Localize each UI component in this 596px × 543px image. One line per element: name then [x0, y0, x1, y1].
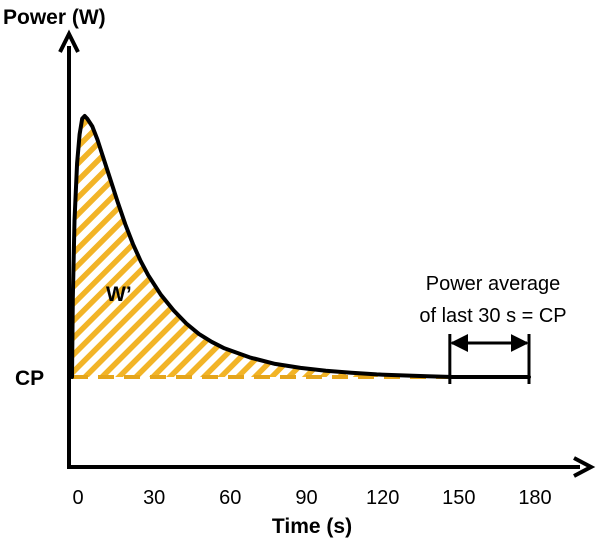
annotation-line-2: of last 30 s = CP — [419, 305, 566, 327]
x-tick-label-30: 30 — [143, 487, 165, 509]
x-tick-label-180: 180 — [518, 487, 551, 509]
cp-axis-label: CP — [15, 367, 44, 390]
x-tick-label-90: 90 — [295, 487, 317, 509]
x-axis-label: Time (s) — [272, 515, 352, 538]
x-tick-label-120: 120 — [366, 487, 399, 509]
y-axis-label: Power (W) — [3, 6, 106, 29]
power-curve — [70, 114, 531, 379]
x-axis-arrowhead — [573, 456, 596, 478]
x-tick-label-0: 0 — [72, 487, 83, 509]
w-prime-area — [72, 116, 529, 377]
x-tick-label-60: 60 — [219, 487, 241, 509]
x-tick-label-150: 150 — [442, 487, 475, 509]
x-tick-labels: 0 30 60 90 120 150 180 — [72, 487, 551, 509]
annotation-line-1: Power average — [426, 273, 561, 295]
w-prime-label: W’ — [106, 283, 132, 306]
y-axis-arrowhead — [58, 29, 80, 53]
